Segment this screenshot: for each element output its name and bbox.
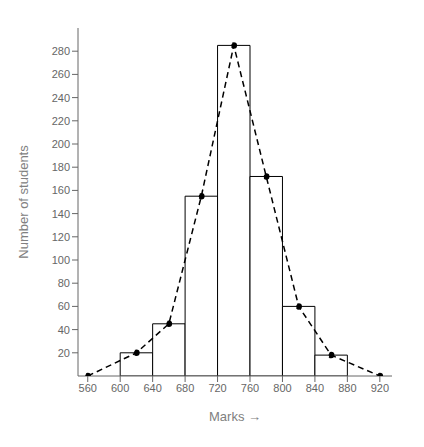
svg-text:800: 800 bbox=[273, 382, 291, 394]
svg-text:220: 220 bbox=[52, 115, 70, 127]
svg-text:Marks →: Marks → bbox=[209, 409, 261, 424]
svg-text:180: 180 bbox=[52, 161, 70, 173]
svg-text:560: 560 bbox=[79, 382, 97, 394]
svg-text:40: 40 bbox=[58, 324, 70, 336]
svg-text:260: 260 bbox=[52, 68, 70, 80]
svg-text:600: 600 bbox=[111, 382, 129, 394]
svg-text:120: 120 bbox=[52, 231, 70, 243]
svg-text:160: 160 bbox=[52, 184, 70, 196]
svg-text:240: 240 bbox=[52, 92, 70, 104]
svg-text:60: 60 bbox=[58, 300, 70, 312]
svg-text:720: 720 bbox=[208, 382, 226, 394]
svg-text:20: 20 bbox=[58, 347, 70, 359]
svg-text:880: 880 bbox=[338, 382, 356, 394]
svg-text:280: 280 bbox=[52, 45, 70, 57]
svg-text:760: 760 bbox=[241, 382, 259, 394]
svg-text:920: 920 bbox=[371, 382, 389, 394]
svg-text:680: 680 bbox=[176, 382, 194, 394]
svg-text:140: 140 bbox=[52, 208, 70, 220]
svg-text:840: 840 bbox=[306, 382, 324, 394]
svg-text:640: 640 bbox=[143, 382, 161, 394]
svg-text:100: 100 bbox=[52, 254, 70, 266]
svg-text:200: 200 bbox=[52, 138, 70, 150]
svg-text:Number of students: Number of students bbox=[16, 145, 31, 259]
svg-text:80: 80 bbox=[58, 277, 70, 289]
